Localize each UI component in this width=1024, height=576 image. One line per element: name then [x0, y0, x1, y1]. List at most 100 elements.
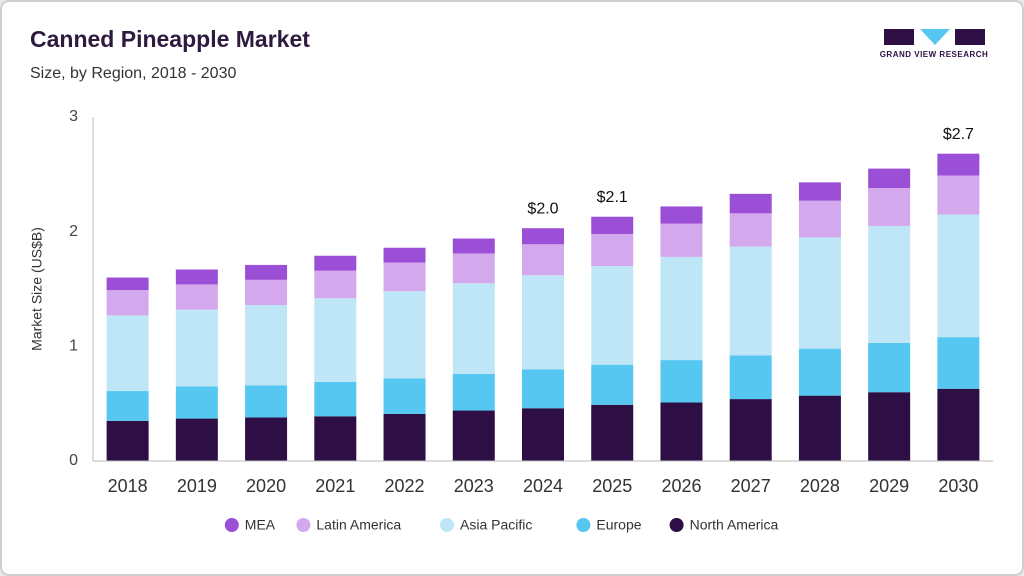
bar-segment [937, 153, 980, 176]
bar-segment [937, 175, 980, 215]
bar-segment [452, 238, 495, 254]
bar-segment [868, 225, 911, 343]
bar-segment [591, 404, 634, 461]
bar-segment [591, 266, 634, 365]
bar-segment [245, 385, 288, 418]
bar-segment [106, 290, 149, 316]
bar-segment [106, 315, 149, 392]
legend-swatch [224, 518, 239, 532]
x-tick-label: 2018 [108, 476, 148, 496]
x-tick-label: 2022 [385, 476, 425, 496]
logo-block [955, 29, 985, 45]
bar-segment [383, 262, 426, 292]
bar-segment [175, 418, 218, 461]
x-tick-label: 2020 [246, 476, 286, 496]
x-tick-label: 2026 [661, 476, 701, 496]
x-tick-label: 2030 [938, 476, 978, 496]
chart-title: Canned Pineapple Market [30, 26, 310, 52]
total-label: $2.7 [943, 126, 974, 143]
bar-segment [106, 391, 149, 421]
legend-label: Asia Pacific [460, 517, 532, 533]
bar-segment [591, 216, 634, 234]
bar-segment [798, 182, 841, 201]
bar-segment [106, 420, 149, 461]
legend-swatch [669, 518, 684, 532]
x-tick-label: 2025 [592, 476, 632, 496]
bar-segment [798, 237, 841, 349]
bar-segment [383, 413, 426, 461]
logo-block [884, 29, 914, 45]
bar-segment [798, 348, 841, 396]
bar-segment [522, 408, 564, 461]
bar-segment [175, 386, 218, 419]
bar-segment [106, 277, 149, 291]
bar-segment [868, 392, 911, 461]
bar-segment [729, 213, 772, 247]
bar-segment [314, 381, 357, 417]
x-tick-label: 2024 [523, 476, 563, 496]
bar-segment [868, 188, 911, 226]
bar-segment [798, 395, 841, 461]
bar-segment [591, 233, 634, 267]
bar-segment [383, 247, 426, 263]
bar-segment [729, 246, 772, 356]
bar-segment [314, 255, 357, 271]
legend-label: MEA [245, 517, 276, 533]
bar-segment [660, 223, 703, 257]
logo-block [920, 29, 950, 45]
bar-segment [937, 388, 980, 461]
y-tick-label: 2 [69, 223, 78, 240]
logo-text: GRAND VIEW RESEARCH [880, 50, 989, 59]
bar-segment [522, 244, 564, 276]
bar-segment [522, 275, 564, 370]
bar-segment [383, 291, 426, 379]
bar-segment [660, 402, 703, 461]
bar-segment [314, 270, 357, 299]
bar-segment [660, 256, 703, 361]
bar-segment [452, 283, 495, 374]
bar-segment [452, 253, 495, 284]
total-label: $2.1 [597, 189, 628, 206]
bar-segment [868, 168, 911, 189]
legend-swatch [576, 518, 591, 532]
x-tick-label: 2028 [800, 476, 840, 496]
bar-segment [937, 214, 980, 338]
legend-label: North America [690, 517, 779, 533]
total-label: $2.0 [527, 200, 558, 217]
bar-segment [314, 298, 357, 382]
bar-segment [314, 416, 357, 461]
bar-segment [522, 228, 564, 245]
y-axis-label: Market Size (US$B) [29, 227, 45, 351]
bar-segment [245, 417, 288, 461]
bar-segment [175, 269, 218, 285]
legend-label: Europe [596, 517, 641, 533]
y-tick-label: 1 [69, 338, 78, 355]
bar-segment [452, 410, 495, 461]
legend-swatch [296, 518, 311, 532]
x-tick-label: 2023 [454, 476, 494, 496]
bar-segment [245, 279, 288, 306]
x-tick-label: 2021 [315, 476, 355, 496]
bar-segment [522, 369, 564, 409]
bar-segment [245, 264, 288, 280]
bar-segment [868, 342, 911, 393]
bar-segment [383, 378, 426, 414]
bar-segment [729, 399, 772, 461]
bar-segment [729, 193, 772, 214]
legend-swatch [440, 518, 454, 532]
bar-segment [729, 355, 772, 400]
y-tick-label: 3 [69, 108, 78, 125]
x-tick-label: 2029 [869, 476, 909, 496]
bar-segment [245, 305, 288, 386]
x-tick-label: 2019 [177, 476, 217, 496]
bar-segment [937, 337, 980, 389]
bar-segment [591, 364, 634, 405]
x-tick-label: 2027 [731, 476, 771, 496]
chart-subtitle: Size, by Region, 2018 - 2030 [30, 65, 236, 82]
bar-segment [660, 360, 703, 403]
bar-segment [175, 309, 218, 387]
bar-segment [660, 206, 703, 224]
y-tick-label: 0 [69, 452, 78, 469]
